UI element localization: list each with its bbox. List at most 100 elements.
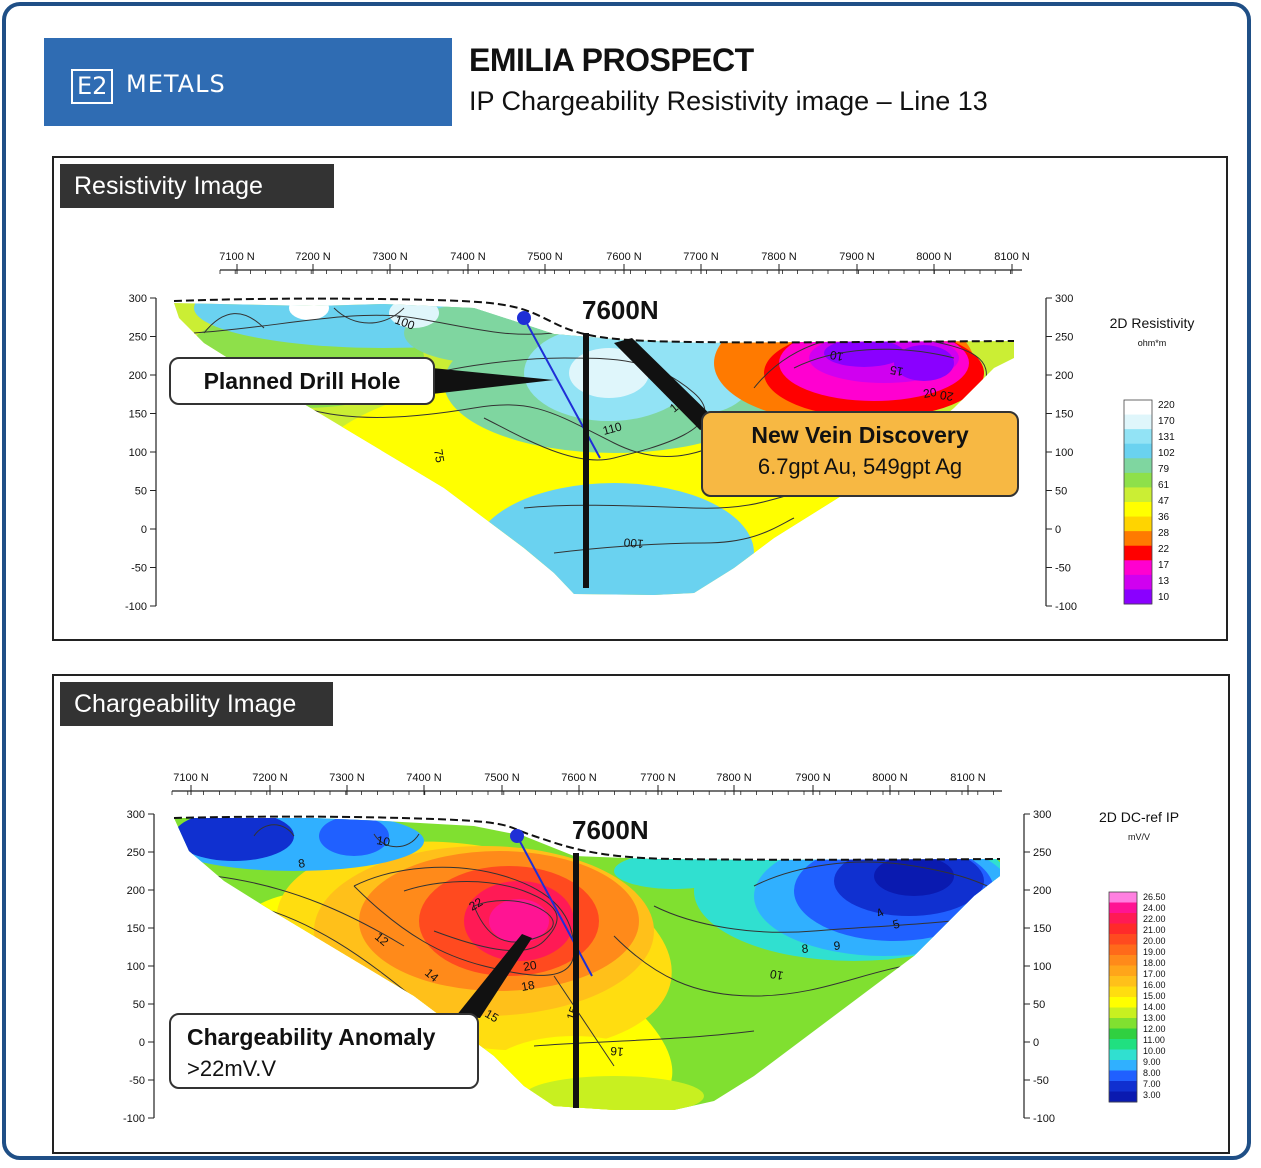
contour-label: 20 <box>939 388 955 404</box>
contour-label: 10 <box>375 833 391 849</box>
legend-value: 22 <box>1158 544 1170 555</box>
legend-swatch <box>1124 575 1152 590</box>
legend-swatch <box>1109 934 1137 945</box>
x-tick-label: 8000 N <box>916 251 952 263</box>
chargeability-legend: 2D DC-ref IPmV/V26.5024.0022.0021.0020.0… <box>1099 809 1179 1103</box>
x-tick-label: 7800 N <box>716 772 752 784</box>
legend-swatch <box>1109 1039 1137 1050</box>
x-tick-label: 7300 N <box>329 772 365 784</box>
y-tick-label: 0 <box>141 524 147 536</box>
legend-value: 79 <box>1158 464 1170 475</box>
legend-swatch <box>1109 1081 1137 1092</box>
y-tick-label: 300 <box>129 293 147 305</box>
y-tick-label: 250 <box>1055 332 1073 344</box>
legend-value: 61 <box>1158 480 1170 491</box>
legend-swatch <box>1124 546 1152 561</box>
x-tick-label: 8100 N <box>994 251 1030 263</box>
page-subtitle: IP Chargeability Resistivity image – Lin… <box>469 86 988 117</box>
chargeability-color-field <box>154 796 1054 1152</box>
y-tick-label: 200 <box>129 370 147 382</box>
legend-unit: mV/V <box>1128 832 1150 842</box>
contour-label: 100 <box>623 535 644 551</box>
x-tick-label: 8100 N <box>950 772 986 784</box>
contour-label: 18 <box>520 978 536 994</box>
legend-swatch <box>1109 1029 1137 1040</box>
legend-value: 102 <box>1158 448 1175 459</box>
legend-value: 13 <box>1158 576 1170 587</box>
y-tick-label: 200 <box>127 885 145 897</box>
legend-value: 28 <box>1158 528 1170 539</box>
resistivity-section-chart: 7100 N 7200 N 7300 N 7400 N 7500 N 7600 N 7700… <box>54 158 1226 639</box>
contour-label: 10 <box>769 967 785 983</box>
x-tick-label: 7800 N <box>761 251 797 263</box>
chargeability-panel: Chargeability Image 7100 N 7200 N 7300 N 74… <box>52 674 1230 1154</box>
y-tick-label: -100 <box>123 1113 145 1125</box>
y-tick-label: 300 <box>127 809 145 821</box>
legend-title: 2D DC-ref IP <box>1099 809 1179 825</box>
y-tick-label: 0 <box>1033 1037 1039 1049</box>
x-tick-label: 7500 N <box>527 251 563 263</box>
x-tick-label: 7200 N <box>252 772 288 784</box>
legend-swatch <box>1109 1050 1137 1061</box>
y-tick-label: 150 <box>127 923 145 935</box>
legend-value: 12.00 <box>1143 1024 1166 1034</box>
legend-swatch <box>1124 473 1152 488</box>
legend-swatch <box>1124 415 1152 430</box>
y-tick-label: 250 <box>1033 847 1051 859</box>
x-tick-label: 7100 N <box>173 772 209 784</box>
legend-value: 11.00 <box>1143 1035 1165 1045</box>
callout-title: New Vein Discovery <box>751 422 969 448</box>
legend-swatch <box>1109 892 1137 903</box>
legend-value: 26.50 <box>1143 892 1166 902</box>
color-zone <box>474 483 754 623</box>
y-tick-label: 100 <box>129 447 147 459</box>
legend-swatch <box>1124 589 1152 604</box>
x-tick-label: 7600 N <box>561 772 597 784</box>
y-tick-label: 50 <box>1055 486 1067 498</box>
legend-value: 13.00 <box>1143 1013 1166 1023</box>
legend-value: 36 <box>1158 512 1170 523</box>
y-tick-label: 100 <box>1033 961 1051 973</box>
legend-value: 7.00 <box>1143 1079 1161 1089</box>
legend-swatch <box>1109 913 1137 924</box>
y-tick-label: 150 <box>1055 409 1073 421</box>
legend-swatch <box>1109 976 1137 987</box>
legend-title: 2D Resistivity <box>1110 315 1195 331</box>
legend-value: 170 <box>1158 416 1175 427</box>
legend-swatch <box>1124 400 1152 415</box>
legend-value: 17 <box>1158 560 1170 571</box>
legend-swatch <box>1109 1071 1137 1082</box>
legend-swatch <box>1109 903 1137 914</box>
y-tick-label: 50 <box>1033 999 1045 1011</box>
contour-label: 16 <box>609 1044 624 1059</box>
legend-value: 3.00 <box>1143 1090 1161 1100</box>
y-tick-label: 50 <box>135 486 147 498</box>
legend-swatch <box>1109 945 1137 956</box>
legend-value: 20.00 <box>1143 936 1166 946</box>
y-tick-label: 250 <box>129 332 147 344</box>
legend-swatch <box>1109 1018 1137 1029</box>
legend-value: 22.00 <box>1143 914 1166 924</box>
contour-label: 20 <box>922 385 938 401</box>
legend-swatch <box>1109 987 1137 998</box>
legend-swatch <box>1109 1092 1137 1103</box>
y-tick-label: 150 <box>1033 923 1051 935</box>
y-tick-label: 100 <box>1055 447 1073 459</box>
resistivity-panel: Resistivity Image 7100 N 7200 N 7300 N 7400… <box>52 156 1228 641</box>
drill-collar-marker <box>517 311 531 325</box>
legend-value: 18.00 <box>1143 958 1166 968</box>
legend-swatch <box>1109 1060 1137 1071</box>
legend-value: 220 <box>1158 400 1175 411</box>
logo-mark: E2 <box>71 69 113 104</box>
contour-label: 75 <box>431 448 447 464</box>
color-zone <box>874 856 954 896</box>
legend-unit: ohm*m <box>1138 338 1167 348</box>
legend-value: 24.00 <box>1143 903 1166 913</box>
callout-title: Chargeability Anomaly <box>187 1024 436 1050</box>
color-zone <box>524 1076 704 1116</box>
y-tick-label: -100 <box>1055 601 1077 613</box>
y-tick-label: 0 <box>1055 524 1061 536</box>
callout-text: Planned Drill Hole <box>204 368 401 394</box>
y-tick-label: 100 <box>127 961 145 973</box>
